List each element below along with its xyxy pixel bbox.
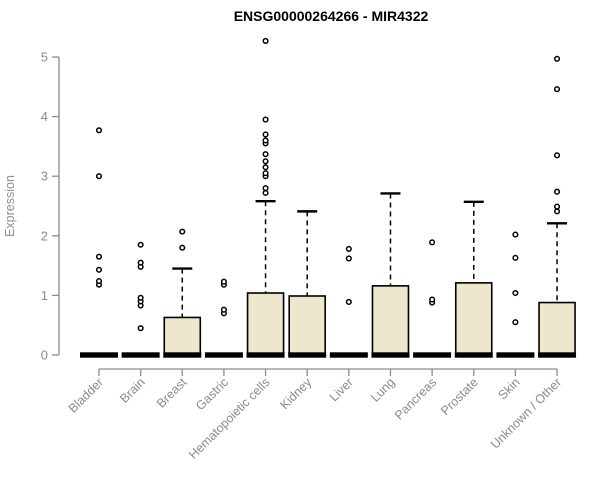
median-line bbox=[246, 352, 285, 358]
outlier-point bbox=[262, 170, 269, 177]
median-line bbox=[371, 352, 410, 358]
box bbox=[538, 301, 576, 356]
box-group bbox=[80, 127, 118, 358]
x-tick-label: Kidney bbox=[277, 375, 314, 412]
y-tick-label: 2 bbox=[41, 228, 48, 243]
y-tick-label: 4 bbox=[41, 109, 48, 124]
y-tick-label: 3 bbox=[41, 169, 48, 184]
outlier-point bbox=[262, 164, 269, 171]
median-line bbox=[413, 352, 452, 358]
outlier-point bbox=[262, 189, 269, 196]
x-tick-label: Pancreas bbox=[392, 375, 439, 422]
outlier-point bbox=[262, 137, 269, 144]
outlier-point bbox=[95, 253, 103, 260]
outlier-point bbox=[262, 131, 269, 138]
outlier-point bbox=[137, 325, 144, 332]
outlier-point bbox=[137, 241, 144, 248]
box bbox=[246, 292, 285, 356]
outlier-point bbox=[345, 245, 352, 252]
median-line bbox=[163, 352, 202, 358]
box bbox=[371, 285, 410, 356]
median-line bbox=[496, 352, 535, 358]
y-tick-label: 1 bbox=[41, 288, 48, 303]
outlier-point bbox=[179, 244, 186, 251]
median-line bbox=[454, 352, 493, 358]
box-group bbox=[371, 192, 410, 358]
outlier-point bbox=[262, 158, 269, 165]
median-line bbox=[329, 352, 368, 358]
median-line bbox=[538, 352, 577, 358]
box-group bbox=[163, 228, 202, 358]
outlier-point bbox=[512, 289, 519, 297]
outlier-point bbox=[512, 254, 519, 261]
axes: 0 1 2 3 4 5 Bladder Brain Breast GastricHematopoi… bbox=[41, 50, 564, 462]
outlier-point bbox=[262, 116, 269, 123]
median-line bbox=[204, 352, 243, 358]
outlier-point bbox=[262, 185, 269, 192]
outlier-point bbox=[220, 278, 227, 285]
plot-marks bbox=[80, 37, 577, 358]
box-group bbox=[329, 245, 368, 358]
outlier-point bbox=[429, 239, 436, 246]
outlier-point bbox=[262, 151, 269, 158]
outlier-point bbox=[137, 294, 144, 301]
x-tick-label: Bladder bbox=[66, 375, 106, 415]
outlier-point bbox=[137, 259, 144, 266]
outlier-point bbox=[179, 228, 186, 235]
x-tick-label: Liver bbox=[327, 375, 356, 404]
outlier-point bbox=[553, 203, 561, 210]
box bbox=[288, 295, 327, 356]
box-group bbox=[496, 231, 535, 358]
x-tick-label: Unknown / Other bbox=[488, 375, 564, 451]
outlier-point bbox=[512, 319, 519, 326]
outlier-point bbox=[553, 55, 561, 62]
box-group bbox=[454, 200, 493, 358]
box bbox=[163, 316, 202, 356]
outlier-point bbox=[553, 152, 561, 159]
x-tick-label: Gastric bbox=[193, 375, 231, 413]
box-group bbox=[288, 210, 327, 358]
y-tick-label: 0 bbox=[41, 348, 48, 363]
median-line bbox=[80, 352, 118, 358]
x-tick-label: Prostate bbox=[438, 375, 481, 418]
box bbox=[454, 282, 493, 356]
chart-title: ENSG00000264266 - MIR4322 bbox=[234, 8, 429, 24]
outlier-point bbox=[512, 231, 519, 238]
outlier-point bbox=[429, 296, 436, 303]
outlier-point bbox=[95, 173, 103, 180]
box-group bbox=[204, 278, 243, 358]
outlier-point bbox=[553, 86, 561, 93]
outlier-point bbox=[95, 266, 103, 273]
outlier-point bbox=[95, 278, 103, 285]
outlier-point bbox=[220, 306, 227, 313]
x-tick-label: Lung bbox=[368, 375, 398, 405]
y-axis-label: Expression bbox=[3, 175, 17, 237]
x-tick-label: Hematopoietic cells bbox=[186, 375, 273, 462]
median-line bbox=[288, 352, 327, 358]
outlier-point bbox=[262, 37, 269, 44]
box-group bbox=[538, 55, 577, 358]
outlier-point bbox=[553, 188, 561, 195]
box-group bbox=[413, 239, 452, 358]
x-tick-label: Brain bbox=[117, 375, 148, 406]
box-group bbox=[121, 241, 160, 358]
x-tick-label: Skin bbox=[495, 375, 522, 402]
x-tick-label: Breast bbox=[154, 375, 190, 411]
median-line bbox=[121, 352, 160, 358]
y-tick-label: 5 bbox=[41, 50, 48, 65]
outlier-point bbox=[95, 127, 103, 134]
outlier-point bbox=[553, 208, 561, 215]
outlier-point bbox=[345, 255, 352, 262]
box-group bbox=[246, 37, 285, 358]
outlier-point bbox=[345, 298, 352, 306]
